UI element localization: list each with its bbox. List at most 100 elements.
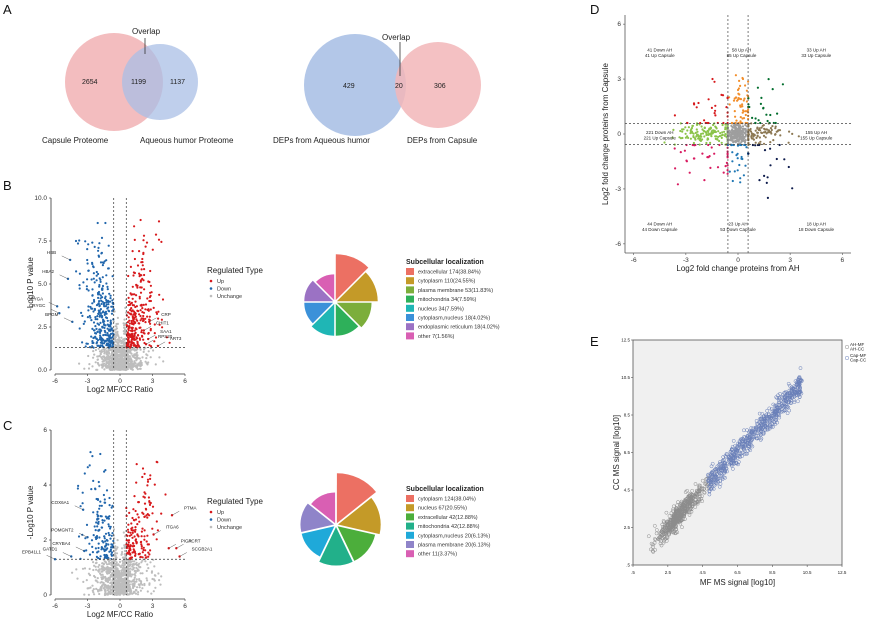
point-unchange — [94, 565, 97, 568]
point-down-ah-up-capsule-strong — [699, 121, 702, 125]
point-unchange — [118, 367, 121, 370]
y-tick-label: 10.0 — [34, 195, 47, 202]
point-down-ah-up-capsule-strong — [726, 96, 729, 99]
point-unchanged — [738, 128, 741, 131]
legend-marker-up — [209, 510, 213, 514]
point-down — [83, 472, 86, 475]
point-unchange — [143, 348, 146, 351]
panel-label-a: A — [3, 2, 12, 17]
point-unchanged — [738, 134, 741, 137]
point-up — [126, 534, 129, 538]
point-down — [105, 282, 108, 285]
point-up-capsule — [739, 84, 742, 87]
point-up — [134, 528, 137, 531]
legend-swatch — [406, 295, 414, 303]
point-down-both — [688, 171, 691, 174]
venn-set-name-aqueous: Aqueous humor Proteome — [140, 136, 234, 145]
point-unchange — [106, 589, 109, 592]
point-down-ah-up-capsule — [701, 132, 705, 135]
x-tick-label: 4.5 — [700, 570, 707, 575]
point-unchange — [123, 368, 126, 371]
point-unchange — [114, 331, 117, 334]
point-down — [85, 549, 88, 552]
point-up — [147, 280, 150, 283]
legend-label: nucleus 34(7.59%) — [418, 306, 464, 312]
point-down — [103, 553, 106, 557]
point-down-both — [707, 156, 710, 159]
point-unchange — [145, 569, 148, 573]
point-unchanged — [741, 125, 745, 128]
point-down — [112, 308, 115, 311]
point-unchange — [126, 565, 129, 568]
point-up-ah-down-capsule — [765, 181, 768, 184]
point-down — [101, 326, 104, 329]
point-unchange — [107, 585, 110, 588]
point-down — [88, 464, 91, 467]
point-unchange — [134, 588, 137, 592]
point-unchange — [114, 358, 117, 361]
point-unchange — [116, 358, 119, 361]
point-down-ah-up-capsule — [720, 141, 723, 144]
x-axis-title: Log2 fold change proteins from AH — [676, 264, 799, 273]
point-down — [98, 314, 102, 317]
point-unchange — [123, 549, 127, 553]
point-up-both — [754, 117, 757, 120]
x-tick-label: -3 — [683, 257, 689, 264]
point-down — [106, 285, 109, 288]
point-unchange — [120, 352, 123, 355]
point-unchange — [119, 566, 123, 569]
point-down-both — [701, 152, 704, 155]
point-down-ah-up-capsule-strong — [720, 93, 723, 96]
point-down — [108, 337, 111, 340]
point-up-both — [768, 121, 771, 125]
venn-diagram-deps: Overlap 429 20 306 DEPs from Aqueous hum… — [273, 33, 481, 145]
point-unchange — [118, 583, 121, 586]
point-unchange — [82, 580, 85, 584]
y-tick-label: 0 — [617, 131, 621, 138]
legend-swatch — [406, 332, 414, 340]
point-up — [144, 245, 147, 248]
point-down — [97, 557, 100, 560]
point-down-both — [722, 171, 725, 174]
legend-marker-unchange — [209, 525, 213, 529]
point-unchange — [131, 560, 134, 563]
point-down — [101, 296, 104, 299]
point-up — [137, 344, 140, 347]
point-up-ah — [756, 131, 759, 134]
annotation-label: ART3 — [170, 336, 182, 341]
point-down — [99, 555, 102, 558]
point-unchange — [127, 568, 130, 571]
point-down — [93, 300, 96, 303]
point-unchanged — [740, 139, 743, 142]
point-unchange — [102, 587, 105, 590]
point-down — [95, 337, 98, 340]
point-down — [78, 272, 81, 275]
point-unchange — [118, 336, 121, 339]
point-down — [111, 299, 114, 302]
point-unchanged — [735, 134, 738, 137]
point-unchange — [111, 353, 114, 356]
y-tick-label: 2.5 — [624, 525, 631, 530]
point-down — [103, 498, 106, 501]
point-down — [109, 294, 112, 297]
point-down — [107, 523, 110, 526]
point-down-ah-up-capsule — [684, 132, 687, 135]
point-down — [86, 466, 89, 469]
point-unchange — [108, 352, 111, 355]
point-down-both — [685, 159, 688, 162]
point-unchange — [134, 348, 137, 352]
point-up — [140, 261, 143, 264]
point-unchange — [152, 349, 155, 352]
point-down — [92, 321, 96, 324]
point-up — [155, 538, 158, 541]
point-up-both — [774, 121, 777, 125]
point-up-ah — [762, 131, 766, 134]
point-up — [156, 461, 159, 464]
point-up — [135, 294, 138, 297]
point-unchange — [139, 566, 142, 569]
point-down — [101, 540, 104, 543]
point-down — [101, 519, 104, 522]
point-unchanged — [735, 131, 739, 134]
point-down-both — [710, 146, 713, 149]
point-unchange — [88, 574, 92, 577]
